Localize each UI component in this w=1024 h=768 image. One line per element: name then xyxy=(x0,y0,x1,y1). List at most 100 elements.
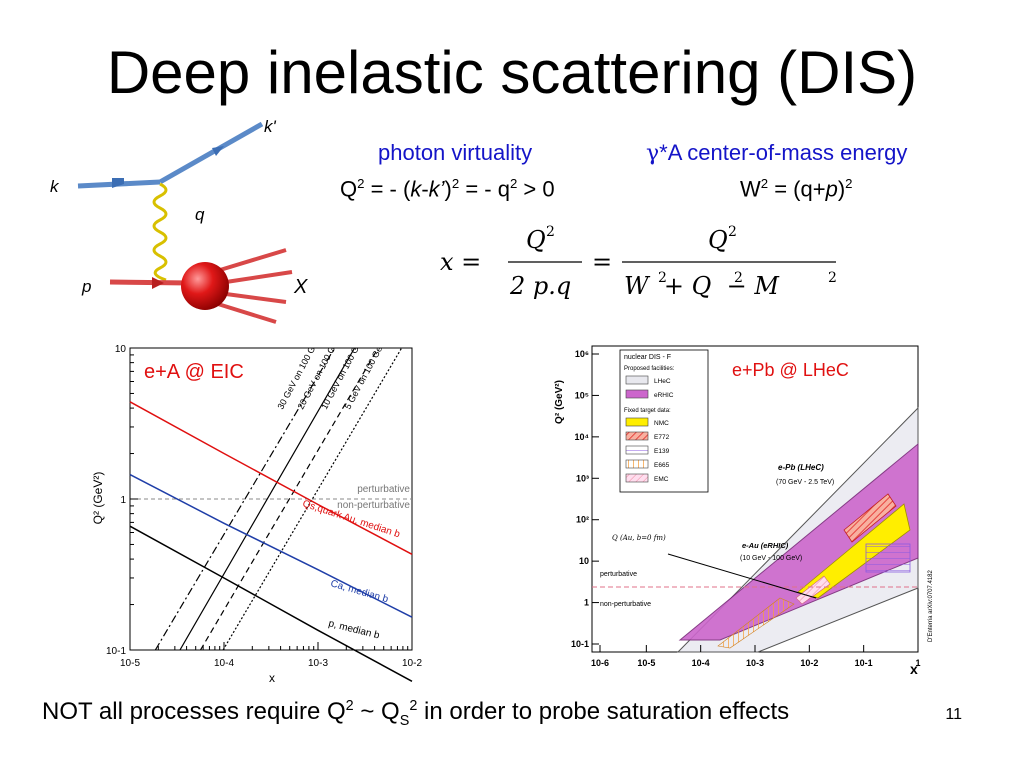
incoming-proton-line xyxy=(109,279,191,286)
x-tick-label: 10-3 xyxy=(746,658,764,668)
erhic-region xyxy=(678,442,919,641)
y-tick-label: 10-1 xyxy=(106,646,126,657)
y-tick-label: 10-1 xyxy=(571,639,589,649)
x-tick-label: 10-5 xyxy=(637,658,655,668)
y-tick-label: 10⁵ xyxy=(575,390,589,400)
photon-virtuality-heading: photon virtuality xyxy=(378,140,533,165)
legend-label: E772 xyxy=(654,434,670,441)
lhec-energy-label: (70 GeV - 2.5 TeV) xyxy=(776,479,834,486)
y-axis-label: Q² (GeV²) xyxy=(91,472,105,525)
kinematic-limit-line xyxy=(222,348,403,650)
legend-swatch xyxy=(625,445,649,455)
label-p: p xyxy=(81,277,91,296)
x-tick-label: 1 xyxy=(915,658,920,668)
proton-arrow-icon xyxy=(152,277,164,289)
kinematic-limit-label: 10 GeV on 100 GeV xyxy=(319,335,366,411)
lhec-region-label: e-Pb (LHeC) xyxy=(778,463,824,472)
y-tick-label: 10 xyxy=(579,556,589,566)
svg-text:2 p.q: 2 p.q xyxy=(509,272,571,300)
svg-text:2: 2 xyxy=(728,224,737,240)
lhec-chart-legend: nuclear DIS - F Proposed facilities: LHe… xyxy=(619,349,709,493)
x-tick-label: 10-2 xyxy=(402,658,422,669)
perturbative-label: perturbative xyxy=(600,571,637,578)
label-q: q xyxy=(195,205,205,224)
svg-text:2: 2 xyxy=(734,270,743,286)
legend-label: NMC xyxy=(654,420,669,427)
svg-text:=: = xyxy=(592,248,612,276)
bottom-note: NOT all processes require Q2 ~ QS2 in or… xyxy=(42,698,790,729)
x-tick-label: 10-6 xyxy=(591,658,609,668)
svg-text:2: 2 xyxy=(658,270,667,286)
legend-label: E665 xyxy=(654,462,670,469)
x-axis-label: x xyxy=(269,671,275,685)
legend-swatch xyxy=(625,389,649,399)
legend-swatch xyxy=(625,473,649,483)
label-x-hadrons: X xyxy=(293,276,308,298)
kinematic-limit-line xyxy=(179,348,356,650)
e139-data-region xyxy=(865,543,911,573)
hadron-line xyxy=(225,270,293,284)
y-tick-label: 10⁴ xyxy=(575,432,589,442)
kinematic-limit-line xyxy=(154,348,336,650)
series-label: p, median b xyxy=(327,618,381,641)
series-line xyxy=(129,473,413,618)
non-perturbative-label: non-perturbative xyxy=(337,500,410,511)
series-line xyxy=(129,401,413,555)
e665-data-region xyxy=(717,597,795,649)
electron-arrow-icon xyxy=(212,146,224,156)
legend-label: eRHIC xyxy=(654,392,674,399)
svg-text:nuclear DIS - F: nuclear DIS - F xyxy=(624,354,671,361)
e772-data-region xyxy=(843,493,897,543)
x-tick-label: 10-2 xyxy=(800,658,818,668)
emc-data-region xyxy=(795,575,831,605)
svg-text:Proposed facilities:: Proposed facilities: xyxy=(624,366,675,372)
legend-swatch xyxy=(625,459,649,469)
x-tick-label: 10-3 xyxy=(308,658,328,669)
kinematic-limit-line xyxy=(199,348,379,650)
legend-swatch xyxy=(625,375,649,385)
y-tick-label: 10⁶ xyxy=(575,349,589,359)
dis-feynman-diagram: k' k q p X xyxy=(50,117,308,324)
y-axis-label: Q² (GeV²) xyxy=(554,380,565,424)
legend-label: EMC xyxy=(654,476,669,483)
svg-text:2: 2 xyxy=(546,224,555,240)
cm-energy-heading: γ*A center-of-mass energy xyxy=(646,140,908,166)
svg-text:x =: x = xyxy=(440,248,481,276)
photon-virtuality-equation: Q2 = - (k-k’)2 = - q2 > 0 xyxy=(340,176,555,202)
x-axis-label: x xyxy=(910,661,918,677)
hadron-line xyxy=(217,302,277,324)
hadron-line xyxy=(219,248,287,272)
y-tick-label: 10³ xyxy=(576,473,589,483)
erhic-energy-label: (10 GeV - 100 GeV) xyxy=(740,555,802,562)
svg-text:Q: Q xyxy=(708,226,728,254)
legend-swatch xyxy=(625,431,649,441)
electron-arrow-icon xyxy=(112,178,124,188)
slide-title: Deep inelastic scattering (DIS) xyxy=(106,39,918,106)
lhec-region xyxy=(676,406,919,653)
chart-title: e+Pb @ LHeC xyxy=(732,360,849,380)
erhic-region-label: e-Au (eRHIC) xyxy=(742,541,789,550)
label-k-prime: k' xyxy=(264,117,277,136)
perturbative-label: perturbative xyxy=(357,484,410,495)
x-tick-label: 10-4 xyxy=(214,658,234,669)
qs-au-line xyxy=(667,553,817,599)
qs-au-label: Q (Au, b=0 fm) xyxy=(612,534,666,542)
x-tick-label: 10-5 xyxy=(120,658,140,669)
series-line xyxy=(129,525,413,682)
x-tick-label: 10-1 xyxy=(855,658,873,668)
slide-number: 11 xyxy=(945,706,962,723)
virtual-photon-line xyxy=(152,182,168,282)
lhec-kinematic-chart: 10-6 10-5 10-4 10-3 10-2 10-1 1 10-1 1 10 10² 10³ 10… xyxy=(554,345,934,677)
legend-label: E139 xyxy=(654,448,670,455)
bjorken-x-formula: x = Q 2 2 p.q = Q 2 W + Q − M 2 2 2 xyxy=(440,224,837,300)
nucleus-sphere xyxy=(181,262,229,310)
source-citation: D'Enterria arXiv:0707.4182 xyxy=(928,569,934,642)
outgoing-electron-line xyxy=(158,121,264,185)
cm-energy-equation: W2 = (q+p)2 xyxy=(740,176,853,202)
svg-text:Q: Q xyxy=(526,226,546,254)
label-k: k xyxy=(50,177,60,196)
legend-label: LHeC xyxy=(654,378,671,385)
y-tick-label: 1 xyxy=(120,495,126,506)
series-label: Ca, median b xyxy=(329,578,390,605)
